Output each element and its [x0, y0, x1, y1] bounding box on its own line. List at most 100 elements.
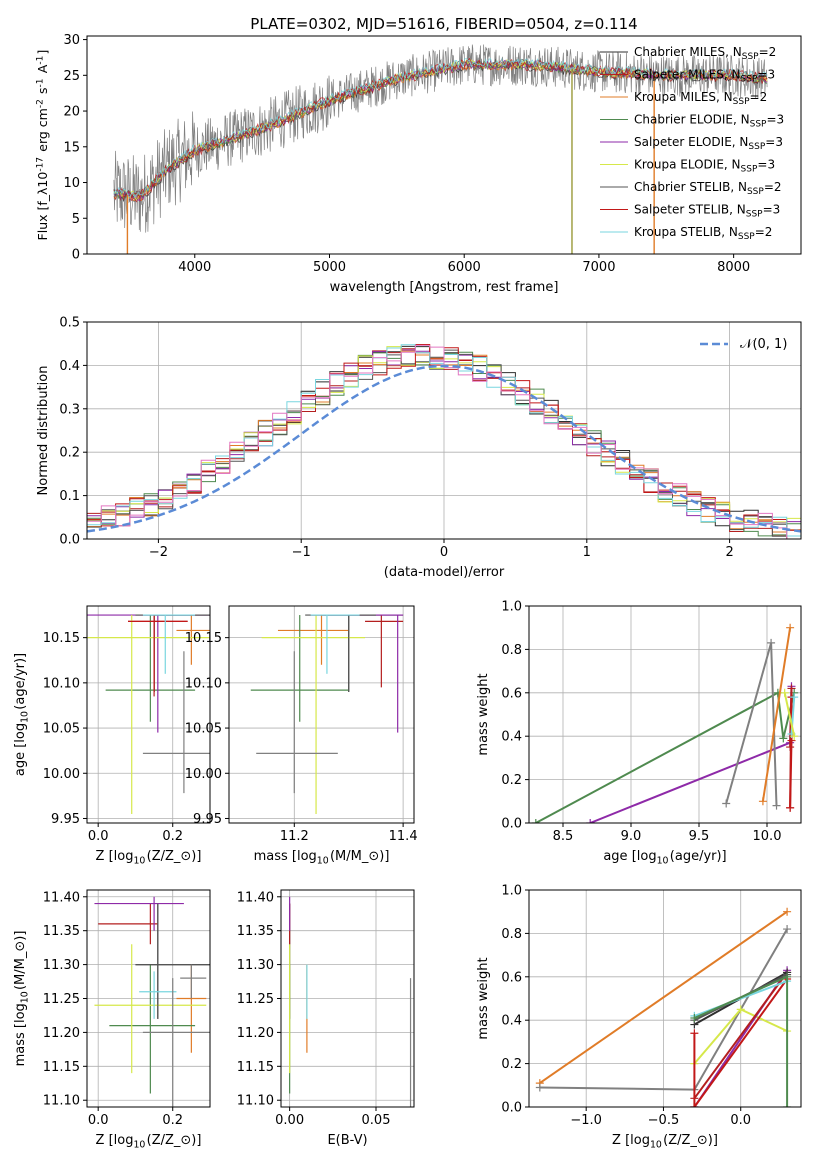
data-point: [176, 615, 210, 665]
legend-subscript: SSP: [747, 187, 764, 197]
weight-marker: [531, 819, 540, 823]
figure-title: PLATE=0302, MJD=51616, FIBERID=0504, z=0…: [250, 15, 637, 33]
weight-series-line: [693, 971, 788, 1099]
weight-marker: [767, 638, 776, 647]
x-tick-label: 10.0: [753, 829, 782, 844]
y-tick-label: 0.6: [501, 686, 522, 701]
x-axis-label: wavelength [Angstrom, rest frame]: [330, 280, 559, 295]
y-tick-label: 10: [63, 176, 80, 191]
x-axis-label: Z [log10 (Z/Z_⊙)]: [96, 849, 202, 867]
weight-marker: [783, 1103, 792, 1107]
legend-value: =2: [764, 180, 782, 194]
panel-Z_weight: −1.0 −0.5 0.0 0.0 0.2 0.4 0.6 0.8 1.0 Z [log10 (Z…: [476, 884, 802, 1151]
x-tick-label: 7000: [582, 260, 615, 275]
weight-marker: [790, 693, 799, 702]
weight-marker: [772, 801, 781, 810]
data-point: [277, 615, 349, 665]
y-tick-label: 11.25: [237, 992, 274, 1007]
y-axis-label: age [log10 (age/yr)]: [13, 653, 31, 776]
y-tick-label: 10.10: [185, 676, 222, 691]
legend-subscript: SSP: [748, 142, 765, 152]
x-axis-label: Z [log10 (Z/Z_⊙)]: [96, 1133, 202, 1151]
legend-subscript: SSP: [746, 210, 763, 220]
panel-mass_vs_age: 11.2 11.4 9.95 10.00 10.05 10.10 10.15 mass [lo…: [185, 605, 418, 867]
weight-marker: [758, 797, 767, 806]
legend-subscript: SSP: [733, 97, 750, 107]
y-axis-label: Normed distribution: [36, 366, 51, 496]
y-tick-label: 0.4: [59, 359, 80, 374]
label-segment: (data-model)/error: [384, 565, 505, 580]
weight-marker: [780, 688, 789, 697]
x-tick-label: 11.2: [280, 829, 309, 844]
y-tick-label: 11.15: [237, 1060, 274, 1075]
data-point: [105, 615, 196, 722]
y-axis-label: mass [log10 (M/M_⊙)]: [13, 931, 31, 1067]
label-segment: age [log: [603, 849, 656, 864]
legend-entry: Salpeter STELIB, NSSP=3: [634, 203, 780, 220]
y-tick-label: 0.2: [59, 446, 80, 461]
label-segment: -17: [35, 157, 45, 172]
y-tick-label: 0.5: [59, 316, 80, 331]
y-tick-label: 0.8: [501, 927, 522, 942]
y-tick-label: 10.15: [185, 631, 222, 646]
data-point: [250, 615, 349, 722]
y-tick-label: 5: [72, 212, 80, 227]
legend-value: =3: [763, 203, 781, 217]
weight-marker: [535, 1083, 544, 1092]
data-point: [180, 964, 207, 999]
axes-frame: [86, 605, 211, 824]
label-segment: (M/M_⊙)]: [330, 849, 389, 864]
weight-series-line: [761, 627, 792, 802]
y-tick-label: 25: [63, 69, 80, 84]
panel-EBV_vs_mass: 0.00 0.05 11.10 11.15 11.20 11.25 11.30 11.35 11…: [237, 889, 415, 1148]
weight-marker: [786, 743, 795, 752]
weight-marker: [783, 925, 792, 934]
legend-value: =3: [766, 113, 784, 127]
legend-entry: Salpeter ELODIE, NSSP=3: [634, 135, 783, 152]
x-tick-label: 0.00: [275, 1113, 304, 1128]
y-tick-label: 9.95: [51, 812, 80, 827]
x-tick-label: 1: [583, 545, 591, 560]
x-tick-label: 9.0: [621, 829, 642, 844]
plot-area: [94, 896, 210, 1107]
legend-subscript: SSP: [741, 75, 758, 85]
label-segment: 10: [133, 856, 145, 867]
weight-marker: [736, 1005, 745, 1014]
label-segment: Z [log: [96, 849, 134, 864]
panel-Z_vs_mass: 0.0 0.2 11.10 11.15 11.20 11.25 11.30 11.35 11.4…: [13, 889, 211, 1151]
x-tick-label: 0.0: [88, 829, 109, 844]
x-tick-label: −0.5: [648, 1113, 680, 1128]
x-tick-label: 5000: [313, 260, 346, 275]
y-axis-label: Flux [f_λ10-17 erg cm-2 s-1 A-1 ]: [35, 50, 50, 241]
x-tick-label: 8000: [717, 260, 750, 275]
legend-value: =3: [757, 158, 775, 172]
gaussian-reference-curve: [87, 364, 801, 533]
legend-value: =3: [757, 68, 775, 82]
plot-area: [535, 907, 792, 1107]
y-tick-label: 0.8: [501, 643, 522, 658]
label-segment: E(B-V): [327, 1133, 367, 1148]
label-segment: 10: [657, 856, 669, 867]
x-tick-label: −1.0: [570, 1113, 602, 1128]
legend-entry: Chabrier STELIB, NSSP=2: [634, 180, 782, 197]
label-segment: Flux [f_λ10: [35, 172, 50, 241]
weight-marker: [786, 803, 795, 812]
y-axis-label: mass weight: [476, 673, 491, 755]
x-tick-label: 0.0: [88, 1113, 109, 1128]
label-segment: 10: [650, 1140, 662, 1151]
y-tick-label: 0.2: [501, 773, 522, 788]
label-segment: -1: [35, 78, 45, 87]
y-tick-label: 1.0: [501, 884, 522, 899]
weight-series-line: [589, 686, 793, 823]
weight-series-line: [693, 978, 788, 1107]
legend-entry: 𝒩(0, 1): [740, 337, 787, 352]
legend-subscript: SSP: [742, 52, 759, 62]
y-axis-label: mass weight: [476, 957, 491, 1039]
y-tick-label: 10.00: [185, 767, 222, 782]
weight-marker: [786, 623, 795, 632]
weight-marker: [722, 799, 731, 808]
legend-value: =2: [755, 225, 773, 239]
y-tick-label: 0.3: [59, 402, 80, 417]
x-tick-label: 0.2: [162, 1113, 183, 1128]
